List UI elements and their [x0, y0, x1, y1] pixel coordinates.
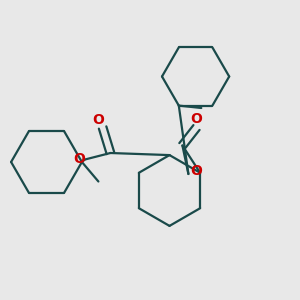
Text: O: O — [73, 152, 85, 166]
Text: O: O — [190, 112, 202, 126]
Text: O: O — [92, 113, 104, 127]
Text: O: O — [190, 164, 202, 178]
